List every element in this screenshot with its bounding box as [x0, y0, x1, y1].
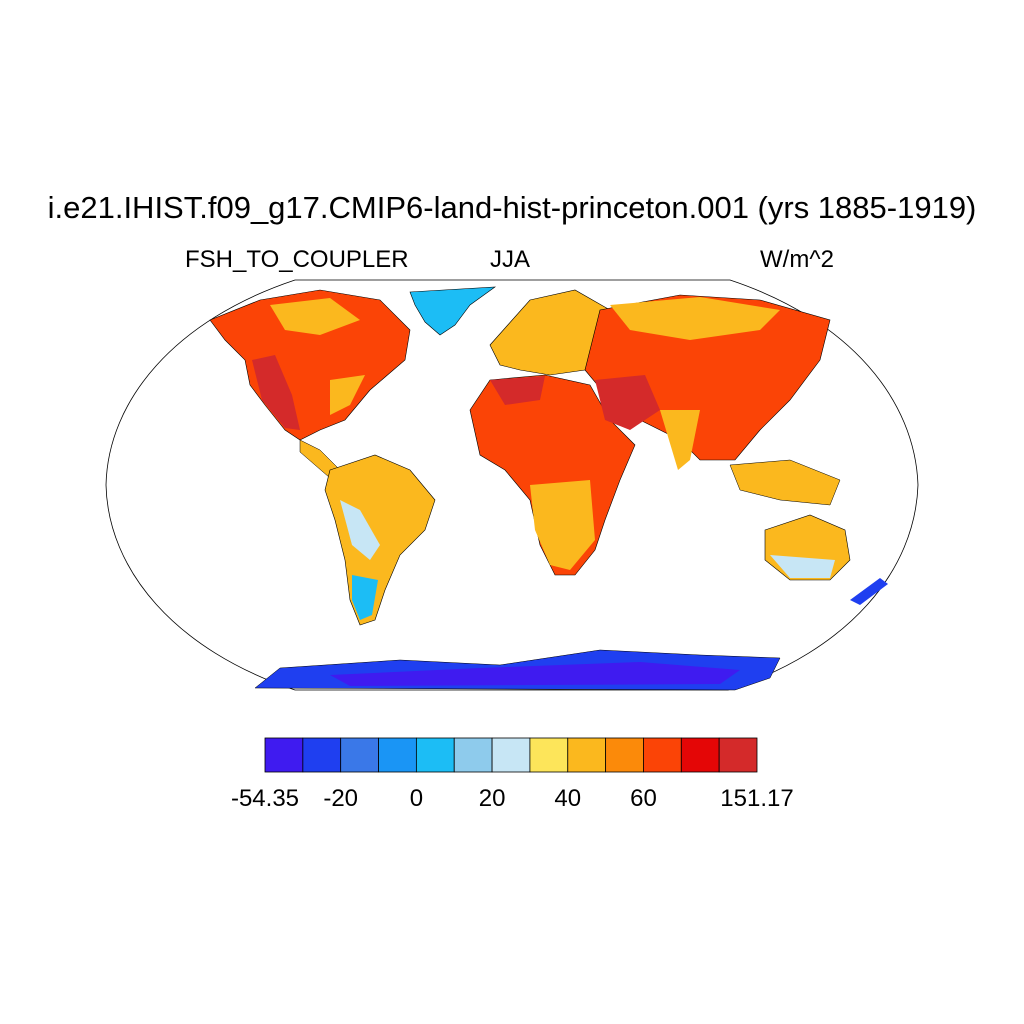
- south-america-andes: [340, 500, 380, 560]
- antarctica-inner: [330, 662, 740, 686]
- colorbar-box: [302, 737, 342, 773]
- colorbar-tick-label: 151.17: [720, 785, 793, 812]
- colorbar-box: [491, 737, 531, 773]
- colorbar-box: [378, 737, 417, 773]
- africa-sahara: [490, 376, 545, 405]
- se-asia: [729, 459, 841, 506]
- variable-label: FSH_TO_COUPLER: [185, 246, 409, 273]
- units-label: W/m^2: [760, 246, 834, 273]
- colorbar-box: [718, 737, 758, 773]
- colorbar-tick-label: -20: [323, 785, 358, 812]
- greenland: [409, 286, 497, 336]
- australia-south: [770, 555, 835, 578]
- colorbar-tick-label: 40: [554, 785, 581, 812]
- north-america-west: [252, 355, 300, 430]
- north-america-east: [330, 375, 365, 415]
- colorbar-tick-label: -54.35: [231, 785, 299, 812]
- plot-title: i.e21.IHIST.f09_g17.CMIP6-land-hist-prin…: [47, 190, 977, 225]
- colorbar-box: [453, 737, 493, 773]
- india: [660, 410, 700, 470]
- colorbar-box: [680, 737, 720, 773]
- south-america-south: [352, 575, 378, 620]
- north-america-north: [270, 298, 360, 335]
- season-label: JJA: [490, 246, 531, 273]
- colorbar-box: [340, 737, 379, 773]
- colorbar-box: [567, 737, 607, 773]
- new-zealand: [850, 578, 888, 605]
- africa-south: [530, 480, 595, 570]
- north-america: [209, 289, 411, 441]
- colorbar-tick-label: 60: [630, 785, 657, 812]
- asia-north: [610, 297, 780, 340]
- colorbar-box: [605, 737, 644, 773]
- colorbar-tick-label: 0: [410, 785, 423, 812]
- colorbar-box: [529, 737, 569, 773]
- colorbar-box: [415, 737, 455, 773]
- colorbar-tick-label: 20: [479, 785, 506, 812]
- colorbar-box: [264, 737, 304, 773]
- middle-east: [595, 375, 660, 430]
- colorbar-box: [643, 737, 682, 773]
